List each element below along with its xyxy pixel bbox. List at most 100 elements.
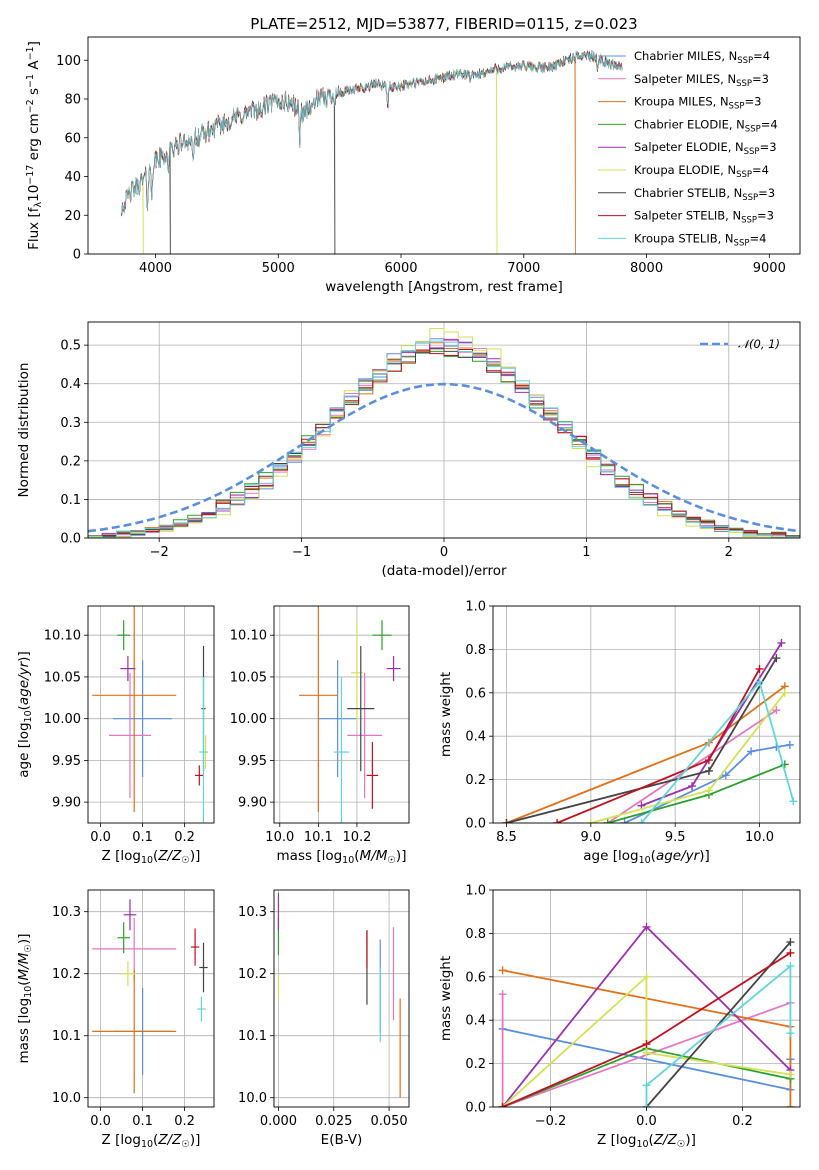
legend-label: Salpeter STELIB, NSSP=3 xyxy=(634,209,774,226)
plus-marker xyxy=(502,819,511,823)
panel-mass-vs-ebv: 0.000 0.025 0.050 10.0 10.1 10.2 10.3 E(B-V) xyxy=(238,889,410,1148)
y-tick-label: 0.2 xyxy=(60,454,81,469)
errorbar-salpeter-miles xyxy=(109,672,151,798)
x-tick-label: 4000 xyxy=(139,261,172,276)
y-tick-label: 0.5 xyxy=(60,339,81,354)
y-tick-label: 10.05 xyxy=(44,670,81,685)
panel-age-vs-mass: 10.0 10.1 10.2 9.90 9.95 10.00 10.05 10.10 mass … xyxy=(230,605,410,866)
x-tick-label: 0.2 xyxy=(174,830,195,845)
spectrum-line-chabrier-miles xyxy=(120,50,623,216)
plus-marker xyxy=(704,756,713,765)
x-tick-label: 1 xyxy=(582,545,590,560)
plus-marker xyxy=(498,1103,507,1107)
x-tick-label: 10.0 xyxy=(265,830,294,845)
plus-marker xyxy=(603,819,612,823)
legend-label: 𝒩(0, 1) xyxy=(738,337,780,351)
x-tick-label: 0.0 xyxy=(636,1114,657,1129)
errorbar-kroupa-stelib xyxy=(199,676,208,823)
x-tick-label: 9.5 xyxy=(665,830,686,845)
plus-marker xyxy=(637,819,646,823)
errorbar-chabrier-elodie xyxy=(117,922,130,954)
y-tick-label: 0.3 xyxy=(60,416,81,431)
y-axis-label: Normed distribution xyxy=(16,363,32,498)
line-chabrier-stelib xyxy=(502,654,781,823)
y-tick-label: 10.1 xyxy=(52,1029,81,1044)
y-tick-label: 10.00 xyxy=(230,712,267,727)
y-tick-label: 80 xyxy=(64,93,81,108)
series-line xyxy=(501,994,791,1107)
hist-step-kroupa-stelib xyxy=(88,340,800,538)
x-tick-label: 6000 xyxy=(384,261,417,276)
x-axis-label: age [log10(age/yr)] xyxy=(583,848,709,866)
axes-frame xyxy=(492,889,801,1108)
axes-frame xyxy=(87,321,801,539)
y-axis-label: mass [log10(M/M☉)] xyxy=(16,934,34,1064)
plus-marker xyxy=(498,990,507,999)
axes-frame xyxy=(492,605,801,824)
errorbar-salpeter-stelib xyxy=(195,765,204,786)
line-kroupa-miles xyxy=(502,682,789,823)
y-tick-label: 0.6 xyxy=(465,970,486,985)
plus-marker xyxy=(586,819,595,823)
y-tick-label: 10.2 xyxy=(238,967,267,982)
plus-marker xyxy=(780,688,789,697)
panel-massweight-vs-age: 8.5 9.0 9.5 10.0 0.0 0.2 0.4 0.6 0.8 1.0 age [log1… xyxy=(438,600,801,866)
x-tick-label: 0.050 xyxy=(370,1114,407,1129)
errorbar-salpeter-elodie xyxy=(386,656,401,682)
line-kroupa-elodie xyxy=(586,688,789,823)
hist-step-salpeter-stelib xyxy=(88,349,800,537)
plot-area xyxy=(498,922,795,1107)
y-tick-label: 0.0 xyxy=(60,532,81,547)
errorbar-kroupa-stelib xyxy=(197,996,206,1022)
axes-frame xyxy=(87,605,215,824)
spectrum-line-salpeter-miles xyxy=(120,51,623,214)
y-tick-label: 60 xyxy=(64,131,81,146)
x-axis-label: Z [log10(Z/Z☉)] xyxy=(597,1132,696,1150)
y-tick-label: 9.95 xyxy=(52,754,81,769)
y-tick-label: 0.8 xyxy=(465,643,486,658)
legend-label: Kroupa STELIB, NSSP=4 xyxy=(634,231,766,248)
y-axis-label: mass weight xyxy=(438,672,454,757)
plus-marker xyxy=(785,740,794,749)
y-axis-label: Flux [fλ10−17 erg cm−2 s−1 A−1] xyxy=(25,41,44,250)
line-kroupa-stelib xyxy=(637,677,798,823)
plus-marker xyxy=(772,654,781,663)
errorbar-kroupa-stelib xyxy=(333,676,350,823)
plus-marker xyxy=(642,1040,651,1049)
y-tick-label: 20 xyxy=(64,209,81,224)
y-tick-label: 40 xyxy=(64,170,81,185)
x-axis-label: Z [log10(Z/Z☉)] xyxy=(102,848,201,866)
legend-label: Kroupa ELODIE, NSSP=4 xyxy=(634,163,769,180)
errorbar-salpeter-elodie xyxy=(120,656,136,682)
legend-label: Kroupa MILES, NSSP=3 xyxy=(634,95,761,112)
y-tick-label: 0.2 xyxy=(465,773,486,788)
panel-residual-hist: −2 −1 0 1 2 0.0 0.1 0.2 0.3 0.4 0.5 (data-model)/er… xyxy=(16,321,801,579)
legend-label: Salpeter ELODIE, NSSP=3 xyxy=(634,140,777,157)
errorbar-kroupa-miles xyxy=(92,606,177,813)
y-tick-label: 0.4 xyxy=(465,1014,486,1029)
hist-legend: 𝒩(0, 1) xyxy=(700,337,780,351)
plus-marker xyxy=(755,677,764,686)
plot-area xyxy=(92,899,208,1094)
axes-frame xyxy=(273,889,410,1108)
line-salpeter-stelib xyxy=(498,948,795,1107)
y-tick-label: 9.90 xyxy=(52,796,81,811)
x-tick-label: 5000 xyxy=(262,261,295,276)
panel-massweight-vs-Z: −0.2 0.0 0.2 0.0 0.2 0.4 0.6 0.8 1.0 Z [log10(Z/Z… xyxy=(438,884,801,1150)
plus-marker xyxy=(786,948,795,957)
x-tick-label: −2 xyxy=(150,545,169,560)
y-tick-label: 0 xyxy=(73,248,81,263)
series-line xyxy=(590,692,786,823)
series-line xyxy=(640,680,795,823)
plus-marker xyxy=(704,786,713,795)
line-salpeter-stelib xyxy=(553,664,764,823)
errorbar-chabrier-miles xyxy=(113,660,172,778)
panel-age-vs-Z: 0.0 0.1 0.2 9.90 9.95 10.00 10.05 10.10 Z [log10… xyxy=(16,605,215,866)
y-tick-label: 10.3 xyxy=(238,905,267,920)
x-axis-label: Z [log10(Z/Z☉)] xyxy=(102,1132,201,1150)
plus-marker xyxy=(688,782,697,791)
y-tick-label: 0.2 xyxy=(465,1057,486,1072)
plus-marker xyxy=(747,747,756,756)
plus-marker xyxy=(642,1048,651,1057)
plus-marker xyxy=(777,638,786,647)
